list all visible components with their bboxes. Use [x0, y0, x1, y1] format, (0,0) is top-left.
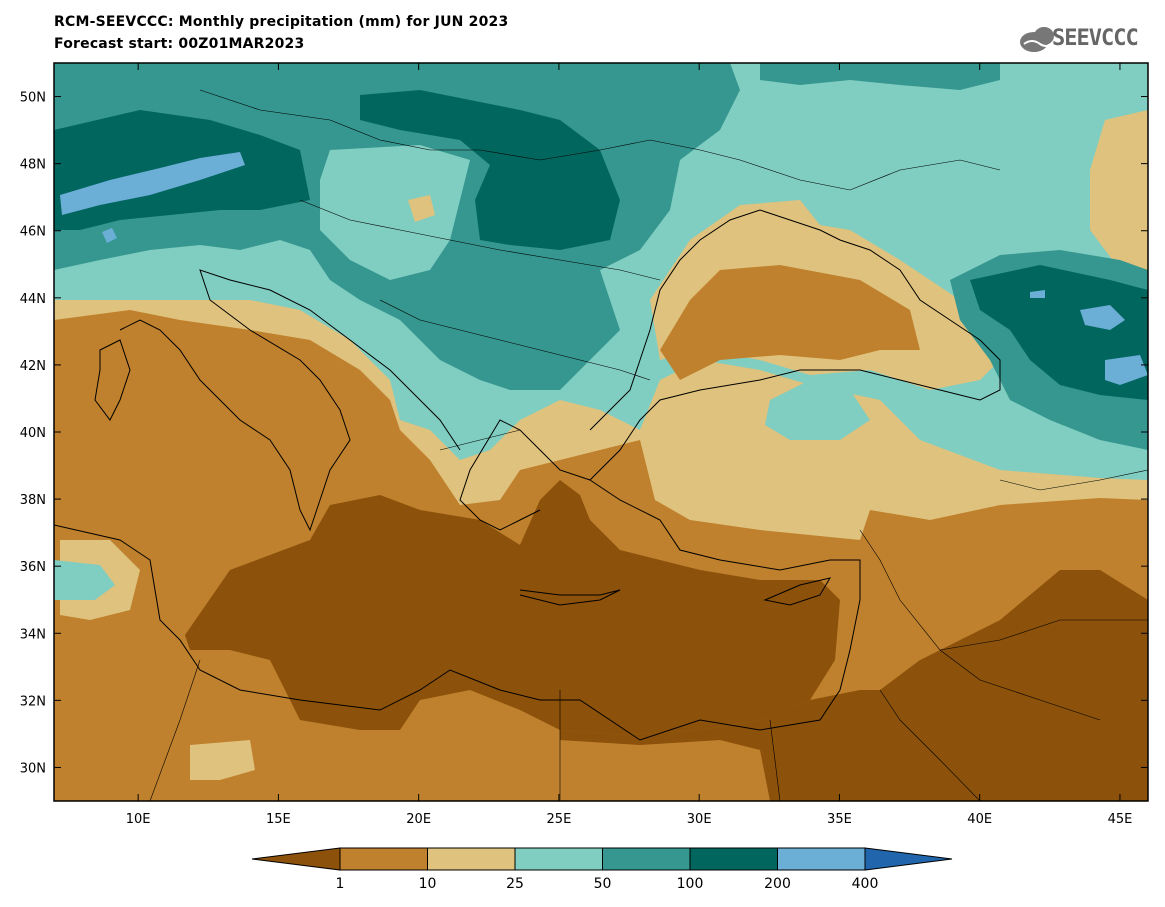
precip-band-10-25-libya [190, 740, 255, 780]
axis-ticks: 10E 15E 20E 25E 30E 35E 40E 45E 30N 32N 34N 36N 38N 4… [20, 63, 1148, 827]
coastlines [54, 209, 1001, 741]
forecast-start-subtitle: Forecast start: 00Z01MAR2023 [54, 36, 305, 52]
lon-tick-label: 15E [266, 812, 291, 827]
precip-band-1-10-arabia [880, 555, 1060, 660]
colorbar-segment [339, 847, 428, 871]
lat-tick-label: 42N [20, 359, 46, 374]
colorbar-segment [514, 847, 603, 871]
precip-band-200-400-caucasus2 [1105, 355, 1148, 385]
lon-tick-label: 10E [126, 812, 151, 827]
colorbar-segment [427, 847, 516, 871]
precip-band-10-25-hungary [408, 195, 435, 222]
lon-tick-label: 25E [547, 812, 572, 827]
precip-band-200-400-alps [60, 152, 245, 215]
precip-band-1-10-libya [560, 740, 770, 801]
lat-tick-label: 36N [20, 560, 46, 575]
precip-band-1-10-blacksea [660, 265, 920, 380]
colorbar-label: 400 [852, 876, 879, 892]
lat-tick-label: 46N [20, 225, 46, 240]
colorbar-label: 100 [677, 876, 704, 892]
lon-tick-label: 45E [1108, 812, 1133, 827]
colorbar-label: 200 [764, 876, 791, 892]
colorbar-arrow-low [251, 847, 341, 871]
precip-band-0-1 [185, 480, 840, 735]
lon-tick-label: 20E [406, 812, 431, 827]
lat-tick-label: 44N [20, 292, 46, 307]
colorbar-arrow-high [864, 847, 953, 871]
lat-tick-label: 48N [20, 158, 46, 173]
cloud-icon [1020, 27, 1054, 52]
precip-band-50-100-north [760, 63, 1000, 90]
precip-band-25-50-anatolia [765, 380, 870, 440]
lat-tick-label: 40N [20, 426, 46, 441]
lat-tick-label: 50N [20, 91, 46, 106]
precip-band-200-400-caucasus [1080, 305, 1125, 330]
map-title: RCM-SEEVCCC: Monthly precipitation (mm) … [54, 14, 509, 30]
precipitation-field [54, 63, 1148, 801]
precip-band-10-25-east [1090, 110, 1148, 280]
precip-band-25-50-hungary [320, 145, 470, 280]
colorbar-label: 50 [594, 876, 612, 892]
precip-band-200-400-spot [1030, 290, 1045, 298]
lon-tick-label: 30E [687, 812, 712, 827]
country-borders [149, 89, 1148, 801]
precip-band-200-400-alps-spot [102, 228, 117, 243]
colorbar-label: 25 [506, 876, 524, 892]
lon-tick-label: 40E [967, 812, 992, 827]
lat-tick-label: 32N [20, 694, 46, 709]
colorbar-label: 10 [419, 876, 437, 892]
precip-band-100-200-caucasus [970, 265, 1148, 400]
lat-tick-label: 38N [20, 493, 46, 508]
colorbar-segment [777, 847, 866, 871]
colorbar: 1 10 25 50 100 200 400 [251, 847, 953, 892]
lat-tick-label: 30N [20, 761, 46, 776]
precip-band-100-200 [360, 90, 620, 250]
lon-tick-label: 35E [827, 812, 852, 827]
seevccc-logo [1020, 27, 1054, 52]
colorbar-segment [689, 847, 778, 871]
colorbar-label: 1 [336, 876, 345, 892]
colorbar-segment [602, 847, 691, 871]
precip-band-25-50-tunisia [54, 560, 115, 600]
logo-text: SEEVCCC [1052, 26, 1139, 51]
lat-tick-label: 34N [20, 627, 46, 642]
